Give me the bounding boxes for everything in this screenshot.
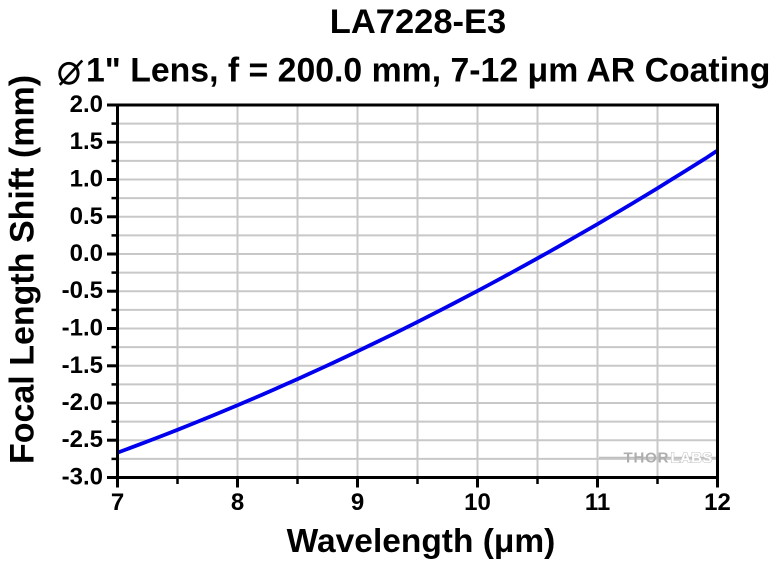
svg-text:1.5: 1.5 [70,128,103,155]
svg-text:LA7228-E3: LA7228-E3 [330,3,506,41]
svg-text:1" Lens, f = 200.0 mm, 7-12 μm: 1" Lens, f = 200.0 mm, 7-12 μm AR Coatin… [86,52,770,90]
svg-text:1.0: 1.0 [70,166,103,193]
svg-text:8: 8 [231,489,244,516]
svg-text:0.5: 0.5 [70,203,103,230]
svg-text:THOR: THOR [624,450,670,467]
svg-text:0.0: 0.0 [70,240,103,267]
svg-text:2.0: 2.0 [70,91,103,118]
svg-text:Focal Length Shift (mm): Focal Length Shift (mm) [4,75,42,464]
svg-text:12: 12 [704,489,731,516]
svg-text:-1.0: -1.0 [62,315,103,342]
svg-text:11: 11 [585,489,610,516]
svg-text:-2.5: -2.5 [62,426,103,453]
svg-text:-0.5: -0.5 [62,277,103,304]
svg-text:7: 7 [111,489,124,516]
svg-text:LABS: LABS [671,450,713,467]
svg-text:10: 10 [464,489,491,516]
svg-text:9: 9 [351,489,364,516]
svg-text:-2.0: -2.0 [62,389,103,416]
svg-text:Wavelength (μm): Wavelength (μm) [287,523,556,560]
svg-text:-3.0: -3.0 [62,464,103,491]
svg-text:-1.5: -1.5 [62,352,103,379]
